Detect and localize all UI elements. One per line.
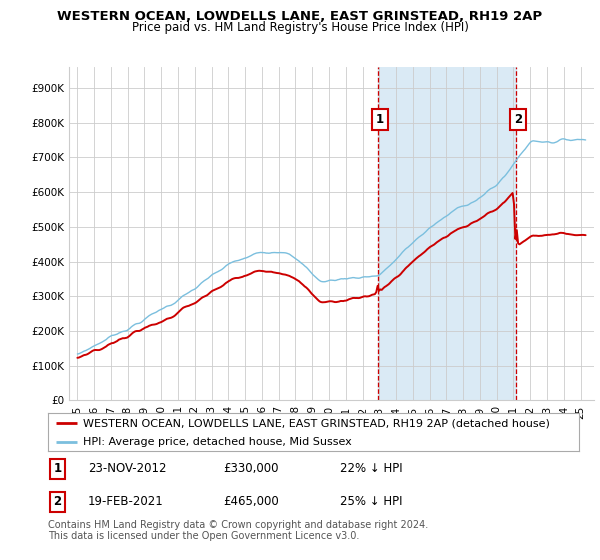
Text: Price paid vs. HM Land Registry's House Price Index (HPI): Price paid vs. HM Land Registry's House … xyxy=(131,21,469,34)
Text: Contains HM Land Registry data © Crown copyright and database right 2024.
This d: Contains HM Land Registry data © Crown c… xyxy=(48,520,428,542)
Text: 22% ↓ HPI: 22% ↓ HPI xyxy=(340,463,403,475)
Text: 23-NOV-2012: 23-NOV-2012 xyxy=(88,463,166,475)
Text: 2: 2 xyxy=(53,495,62,508)
Bar xyxy=(377,67,515,400)
Text: 19-FEB-2021: 19-FEB-2021 xyxy=(88,495,164,508)
Text: HPI: Average price, detached house, Mid Sussex: HPI: Average price, detached house, Mid … xyxy=(83,437,351,447)
Text: £465,000: £465,000 xyxy=(223,495,279,508)
Text: £330,000: £330,000 xyxy=(223,463,279,475)
Text: WESTERN OCEAN, LOWDELLS LANE, EAST GRINSTEAD, RH19 2AP (detached house): WESTERN OCEAN, LOWDELLS LANE, EAST GRINS… xyxy=(83,418,550,428)
Text: 1: 1 xyxy=(53,463,62,475)
Text: 25% ↓ HPI: 25% ↓ HPI xyxy=(340,495,403,508)
Text: WESTERN OCEAN, LOWDELLS LANE, EAST GRINSTEAD, RH19 2AP: WESTERN OCEAN, LOWDELLS LANE, EAST GRINS… xyxy=(58,10,542,22)
Text: 1: 1 xyxy=(376,113,384,126)
Text: 2: 2 xyxy=(514,113,522,126)
